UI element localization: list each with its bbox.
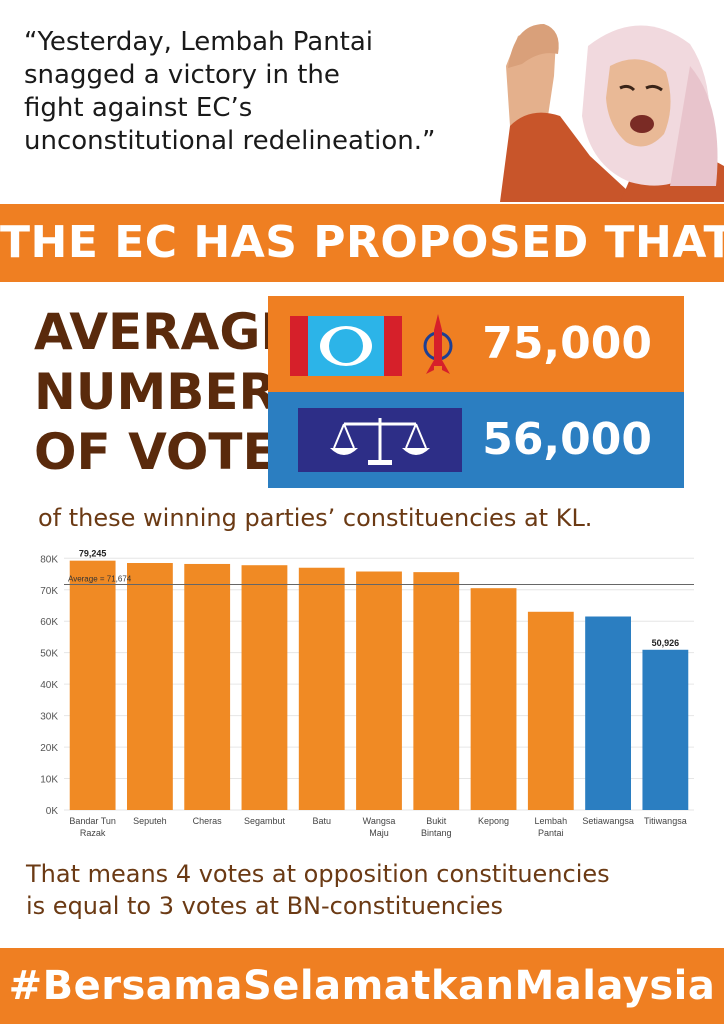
chart-subtitle: of these winning parties’ constituencies… [38,504,593,532]
average-voters-title: AVERAGE NUMBER OF VOTERS [34,302,352,482]
quote-line: snagged a victory in the [24,60,340,90]
y-tick-label: 80K [40,554,58,565]
quote-line: unconstitutional redelineation.” [24,126,436,156]
bar [127,563,173,810]
x-tick-label: Maju [369,828,389,838]
y-tick-label: 30K [40,712,58,723]
dap-logo-icon [423,314,453,374]
x-tick-label: Razak [80,828,106,838]
x-tick-label: Bintang [421,828,452,838]
y-tick-label: 60K [40,617,58,628]
y-tick-label: 0K [46,806,59,817]
x-tick-label: Bandar Tun [69,816,116,826]
bar [184,563,231,810]
bar [298,567,345,810]
bn-average-row: 56,000 [268,392,684,488]
bar [69,560,116,810]
conclusion-line: is equal to 3 votes at BN-constituencies [26,892,504,920]
bar [413,572,460,810]
average-label: Average = 71,674 [68,574,132,583]
bn-scales-logo-icon [298,408,462,472]
x-tick-label: Batu [312,816,331,826]
conclusion-text: That means 4 votes at opposition constit… [26,858,716,922]
y-tick-label: 70K [40,586,58,597]
bar [527,611,574,810]
y-tick-label: 50K [40,649,58,660]
x-tick-label: Kepong [478,816,509,826]
conclusion-line: That means 4 votes at opposition constit… [26,860,610,888]
bar [585,616,631,810]
proposal-banner: THE EC HAS PROPOSED THAT: [0,204,724,282]
hashtag-banner: #BersamaSelamatkanMalaysia [0,948,724,1024]
opposition-average-value: 75,000 [482,318,652,369]
bar [470,588,517,810]
voters-bar-chart: 0K 10K 20K 30K 40K 50K 60K 70K 80K Bandar Tun Raza… [40,549,694,838]
pkr-logo-icon [290,316,402,376]
x-tick-label: Setiawangsa [582,816,634,826]
average-title-line: OF VOTERS [34,423,352,481]
bn-average-value: 56,000 [482,414,652,465]
x-tick-label: Wangsa [363,816,396,826]
bar [241,565,288,810]
y-tick-label: 40K [40,680,58,691]
data-label: 79,245 [79,549,107,559]
x-tick-label: Cheras [193,816,223,826]
quote-text: “Yesterday, Lembah Pantai snagged a vict… [24,26,494,158]
data-label: 50,926 [652,638,680,648]
x-tick-label: Lembah [535,816,568,826]
quote-line: “Yesterday, Lembah Pantai [24,27,374,57]
x-tick-label: Bukit [426,816,447,826]
y-tick-label: 20K [40,743,58,754]
x-tick-label: Pantai [538,828,564,838]
bar [642,649,689,810]
average-title-line: NUMBER [34,363,277,421]
y-tick-label: 10K [40,775,58,786]
speaker-photo [500,24,724,202]
opposition-average-row: 75,000 [268,296,684,392]
x-tick-label: Titiwangsa [644,816,687,826]
quote-line: fight against EC’s [24,93,253,123]
x-tick-label: Seputeh [133,816,167,826]
bar [356,571,402,810]
average-title-line: AVERAGE [34,303,295,361]
x-tick-label: Segambut [244,816,286,826]
